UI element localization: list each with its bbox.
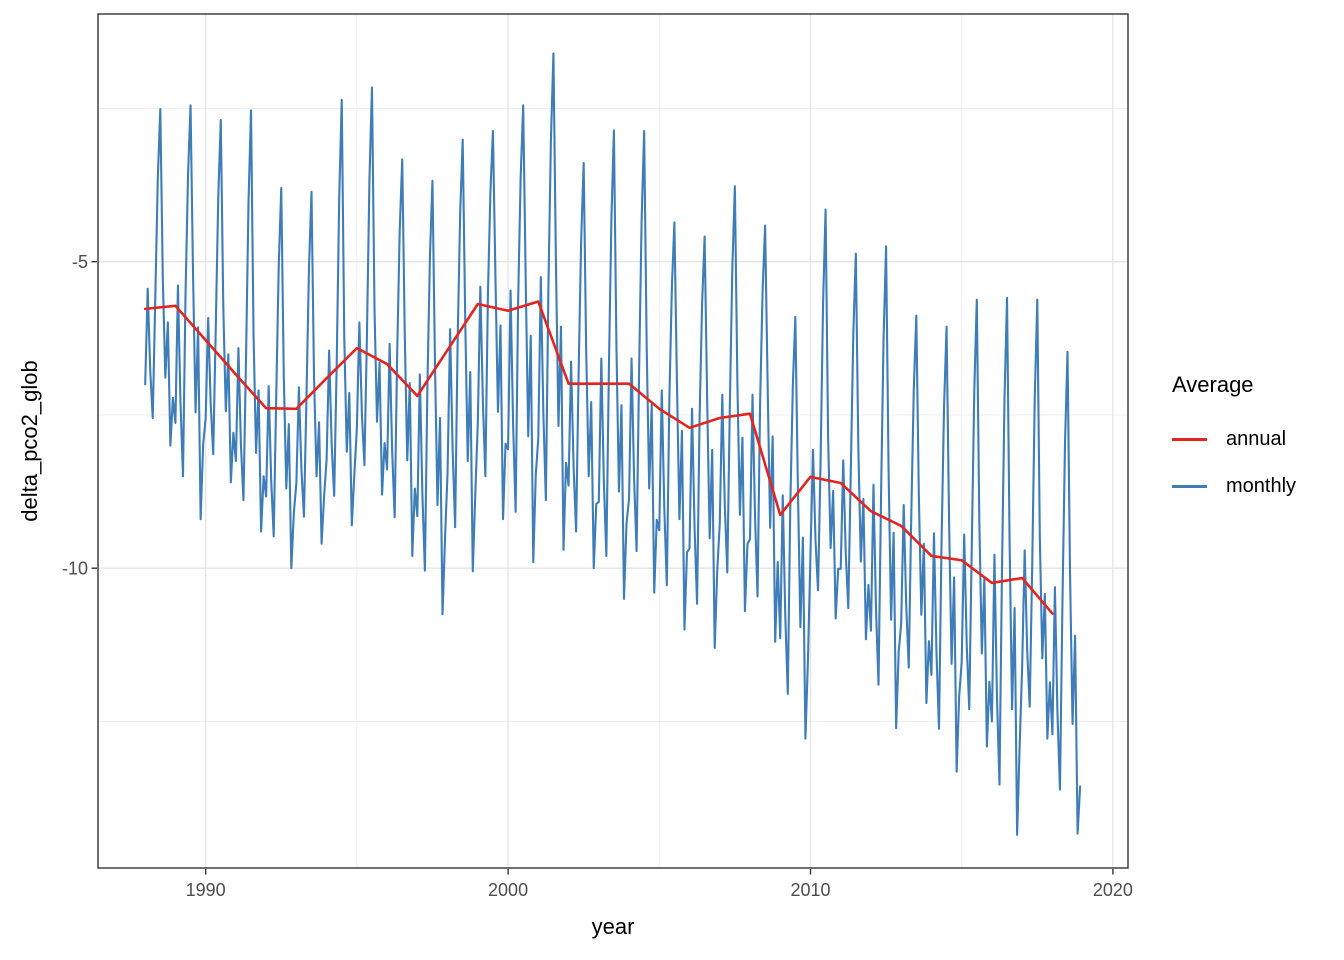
series-line-monthly (144, 52, 1082, 836)
x-axis-title: year (591, 914, 635, 939)
axis-ticks-and-labels: 1990 2000 2010 2020 -5 -10 (62, 252, 1133, 900)
legend-label-annual: annual (1226, 428, 1287, 450)
legend-item-monthly: monthly (1172, 475, 1296, 498)
x-tick-label: 2020 (1093, 880, 1133, 900)
x-tick-label: 2010 (790, 880, 830, 900)
y-tick-label: -10 (62, 559, 88, 579)
gridlines-major (98, 14, 1128, 868)
y-tick-label: -5 (72, 252, 88, 272)
y-axis-title: delta_pco2_glob (17, 360, 42, 522)
series-line-annual (143, 300, 1054, 615)
legend-label-monthly: monthly (1226, 475, 1297, 497)
legend-key-monthly-line-icon (1172, 478, 1207, 496)
legend-key-annual-line-icon (1172, 431, 1207, 449)
series-lines (143, 52, 1082, 836)
legend: Average annual monthly (1172, 372, 1296, 498)
panel-frame (97, 13, 1129, 869)
legend-title: Average (1172, 372, 1254, 397)
panel-border (97, 13, 1129, 869)
legend-item-annual: annual (1172, 428, 1296, 451)
x-tick-label: 2000 (488, 880, 528, 900)
x-tick-label: 1990 (186, 880, 226, 900)
